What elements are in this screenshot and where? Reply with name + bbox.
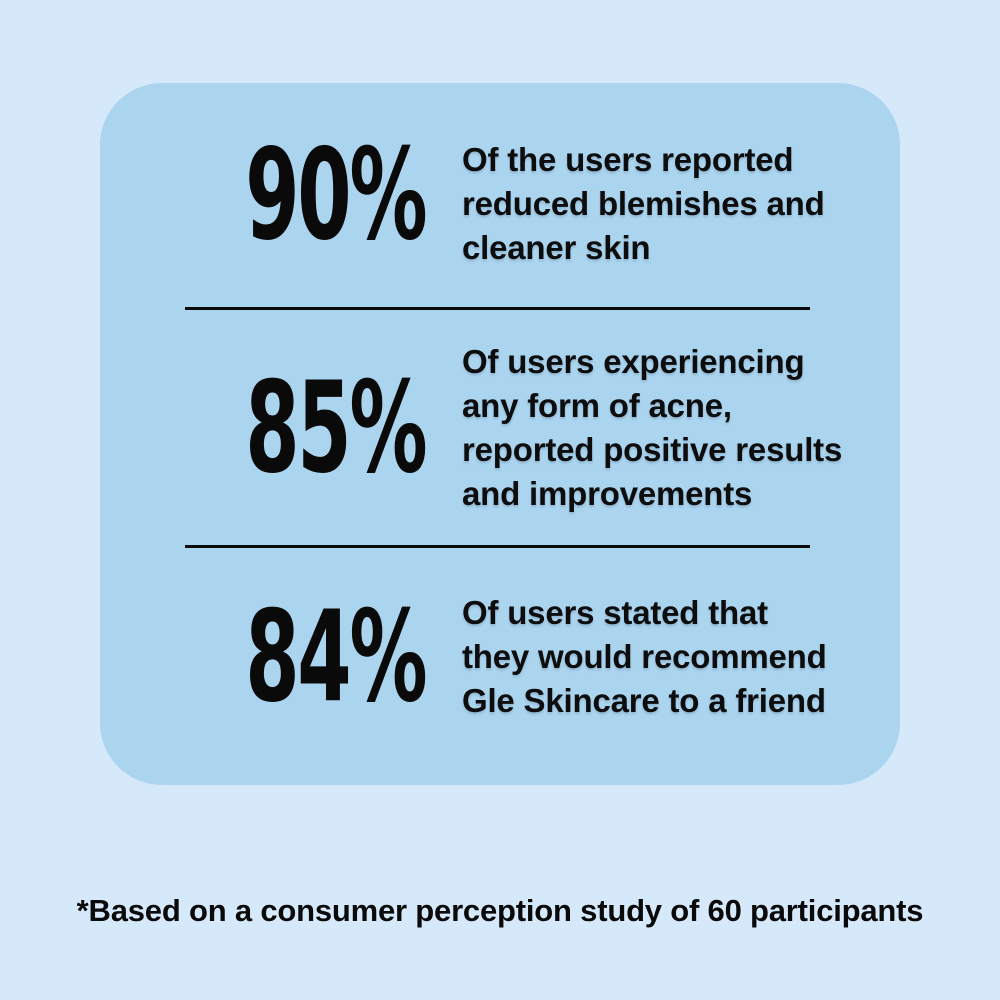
stat-description-90: Of the users reported reduced blemishes … [462, 138, 825, 270]
stat-description-line: Of users stated that [462, 593, 768, 631]
stat-row-90: 90% Of the users reported reduced blemis… [100, 83, 900, 307]
stat-value-84: 84% [245, 582, 427, 730]
stat-description-line: Gle Skincare to a friend [462, 681, 826, 719]
stat-description-line: they would recommend [462, 637, 827, 675]
stat-value-wrap: 84% [135, 582, 427, 730]
stat-value-85: 85% [245, 353, 427, 501]
stat-description-line: Of the users reported [462, 141, 794, 178]
stat-description-line: reduced blemishes and [462, 185, 825, 222]
stat-description-line: cleaner skin [462, 229, 651, 266]
stat-row-85: 85% Of users experiencing any form of ac… [100, 310, 900, 545]
stat-description-line: Of users experiencing [462, 342, 805, 380]
stat-description-85: Of users experiencing any form of acne, … [462, 340, 842, 516]
divider [185, 307, 810, 310]
stats-card: 90% Of the users reported reduced blemis… [100, 83, 900, 785]
stat-value-wrap: 85% [135, 353, 427, 501]
stat-description-line: and improvements [462, 474, 753, 512]
stat-value-wrap: 90% [135, 121, 427, 268]
divider [185, 545, 810, 548]
stat-description-84: Of users stated that they would recommen… [462, 591, 827, 723]
stat-row-84: 84% Of users stated that they would reco… [100, 548, 900, 785]
stat-description-line: reported positive results [462, 430, 843, 468]
stat-value-90: 90% [245, 121, 427, 268]
stat-description-line: any form of acne, [462, 386, 732, 424]
footnote: *Based on a consumer perception study of… [76, 893, 924, 928]
